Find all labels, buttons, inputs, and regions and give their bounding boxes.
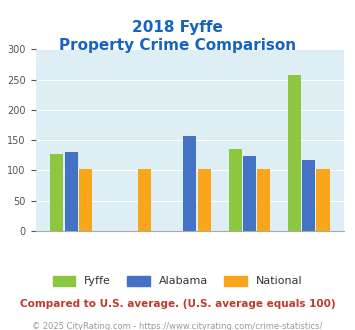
Bar bbox=[65, 152, 78, 231]
Bar bbox=[138, 169, 151, 231]
Bar bbox=[229, 149, 242, 231]
Bar bbox=[184, 136, 196, 231]
Bar bbox=[288, 75, 301, 231]
Text: Property Crime Comparison: Property Crime Comparison bbox=[59, 38, 296, 53]
Legend: Fyffe, Alabama, National: Fyffe, Alabama, National bbox=[48, 271, 307, 291]
Bar bbox=[243, 156, 256, 231]
Text: © 2025 CityRating.com - https://www.cityrating.com/crime-statistics/: © 2025 CityRating.com - https://www.city… bbox=[32, 322, 323, 330]
Bar bbox=[302, 160, 315, 231]
Text: Compared to U.S. average. (U.S. average equals 100): Compared to U.S. average. (U.S. average … bbox=[20, 299, 335, 309]
Bar bbox=[50, 153, 64, 231]
Bar bbox=[198, 169, 211, 231]
Bar bbox=[79, 169, 92, 231]
Bar bbox=[257, 169, 270, 231]
Text: 2018 Fyffe: 2018 Fyffe bbox=[132, 20, 223, 35]
Bar bbox=[316, 169, 329, 231]
